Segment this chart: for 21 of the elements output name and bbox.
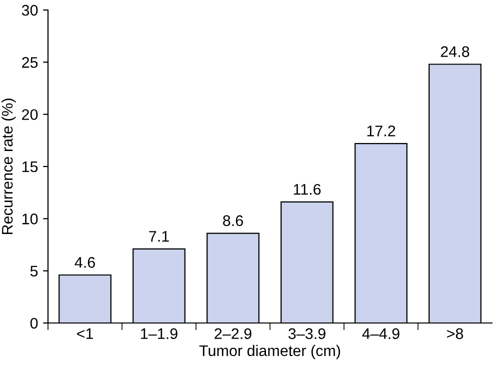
y-tick-label: 0: [30, 318, 38, 329]
x-tick-label: 3–3.9: [288, 328, 326, 340]
data-label: 8.6: [223, 215, 243, 226]
x-tick-label: 1–1.9: [141, 328, 178, 340]
x-tick-label: >8: [447, 328, 464, 340]
data-label: 7.1: [149, 231, 169, 242]
x-axis-title: Tumor diameter (cm): [199, 344, 340, 360]
y-tick-label: 5: [30, 266, 38, 277]
x-tick-label: 2–2.9: [214, 328, 252, 340]
x-tick-label: <1: [77, 328, 93, 339]
data-label: 24.8: [440, 46, 470, 58]
y-tick-label: 25: [22, 57, 38, 68]
y-axis-title: Recurrence rate (%): [1, 98, 16, 234]
y-tick-label: 30: [22, 4, 38, 16]
y-tick-label: 10: [22, 214, 38, 224]
y-tick-label: 20: [22, 109, 38, 120]
data-label: 17.2: [367, 126, 396, 136]
data-label: 11.6: [294, 184, 321, 195]
y-tick-label: 15: [22, 162, 38, 172]
data-label: 4.6: [74, 257, 95, 268]
x-tick-label: 4–4.9: [362, 328, 400, 340]
